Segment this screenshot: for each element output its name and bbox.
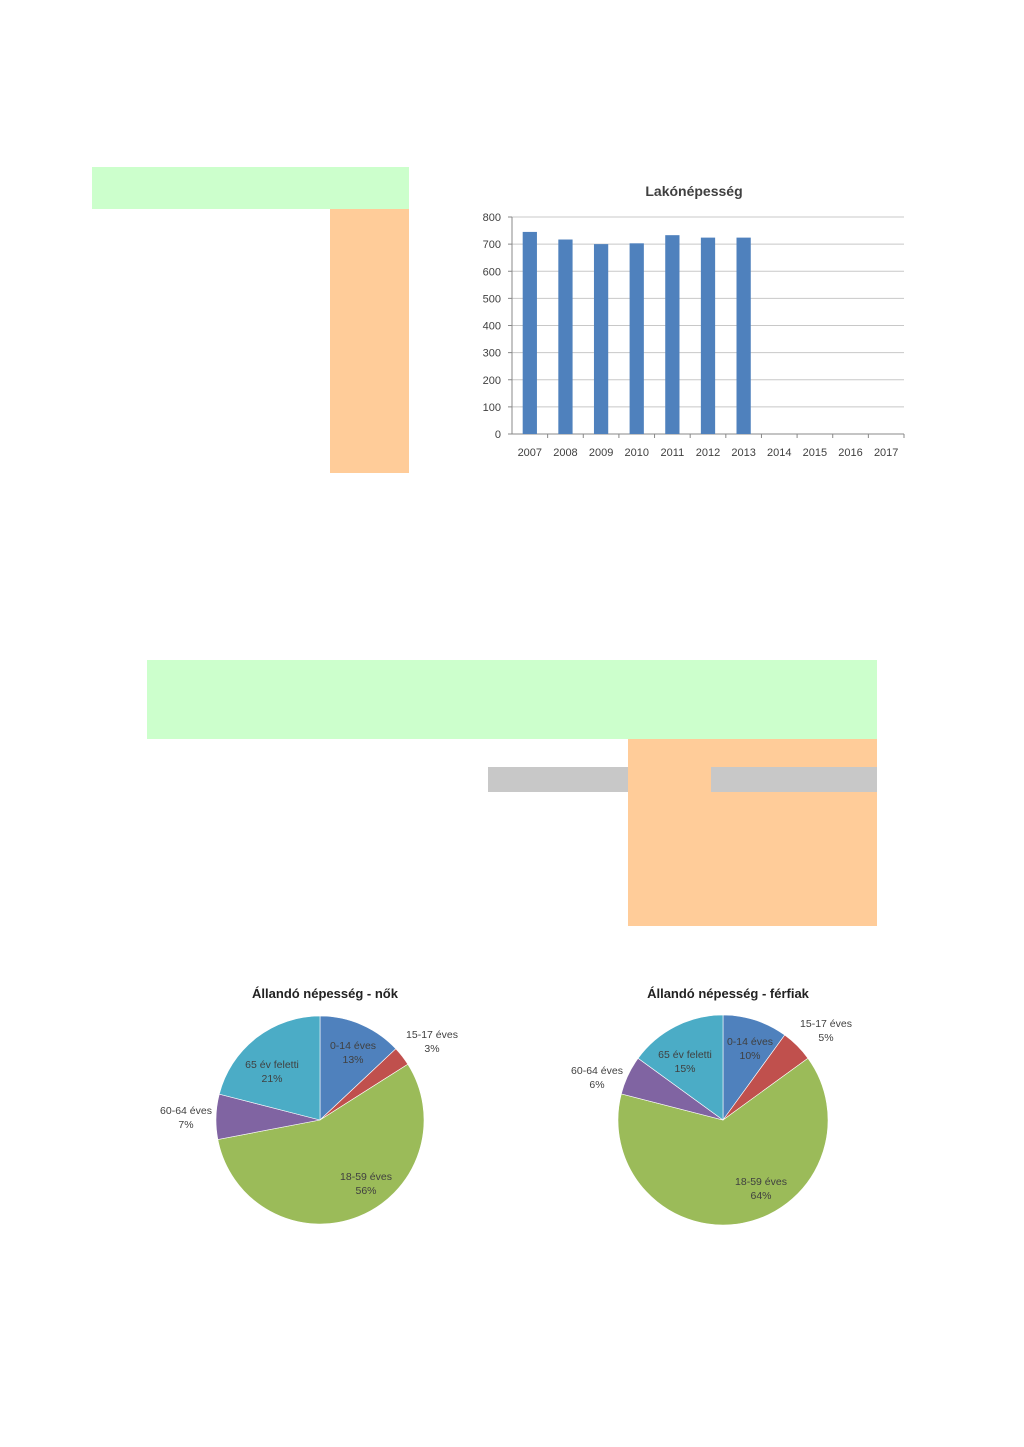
y-tick-label: 300 — [483, 348, 501, 360]
bar-chart-title: Lakónépesség — [645, 183, 742, 199]
slice-percent: 15% — [674, 1063, 695, 1075]
y-tick-label: 0 — [495, 429, 501, 441]
bar-2011 — [665, 235, 680, 434]
x-tick-label: 2008 — [553, 447, 577, 459]
pie-chart-women: Állandó népesség - nők 0-14 éves 13% 15-17… — [160, 986, 458, 1225]
pie-slice — [637, 1014, 724, 1121]
bar-2007 — [522, 231, 537, 434]
slice-label: 65 év feletti — [658, 1049, 712, 1061]
redacted-bar-left — [488, 767, 628, 792]
y-tick-label: 500 — [483, 293, 501, 305]
slice-label: 15-17 éves — [800, 1018, 852, 1030]
slice-label: 0-14 éves — [330, 1040, 376, 1052]
y-tick-label: 400 — [483, 321, 501, 333]
x-tick-label: 2010 — [624, 447, 648, 459]
pie-women-title: Állandó népesség - nők — [252, 986, 399, 1001]
x-tick-label: 2007 — [518, 447, 542, 459]
x-tick-label: 2016 — [838, 447, 862, 459]
slice-label: 18-59 éves — [340, 1171, 392, 1183]
pie-slice — [218, 1015, 321, 1121]
highlight-block-middle — [147, 660, 877, 739]
slice-percent: 13% — [342, 1054, 363, 1066]
slice-label: 65 év feletti — [245, 1059, 299, 1071]
pie-chart-men: Állandó népesség - férfiak 0-14 éves 10% 1… — [571, 986, 852, 1226]
slice-percent: 7% — [178, 1119, 193, 1131]
x-tick-label: 2012 — [696, 447, 720, 459]
pie-men-title: Állandó népesség - férfiak — [647, 986, 810, 1001]
pie-slice — [319, 1015, 397, 1121]
slice-label: 18-59 éves — [735, 1176, 787, 1188]
y-tick-label: 200 — [483, 375, 501, 387]
slice-percent: 6% — [589, 1079, 604, 1091]
x-tick-label: 2013 — [731, 447, 755, 459]
bar-2010 — [629, 243, 644, 434]
pie-slice — [617, 1057, 829, 1226]
slice-percent: 64% — [750, 1190, 771, 1202]
slice-percent: 21% — [261, 1073, 282, 1085]
x-tick-label: 2017 — [874, 447, 898, 459]
slice-percent: 5% — [818, 1032, 833, 1044]
y-tick-label: 100 — [483, 402, 501, 414]
x-tick-label: 2011 — [661, 447, 685, 459]
y-tick-label: 800 — [483, 212, 501, 224]
slice-label: 60-64 éves — [160, 1105, 212, 1117]
slice-percent: 10% — [739, 1050, 760, 1062]
y-tick-label: 600 — [483, 266, 501, 278]
bar-2009 — [593, 244, 609, 434]
y-tick-label: 700 — [483, 239, 501, 251]
pie-slice — [217, 1063, 425, 1225]
population-bar-chart: Lakónépesség 0 100 200 300 400 500 600 700 800 20… — [483, 183, 905, 459]
highlight-block-top-side — [330, 209, 409, 473]
slice-label: 0-14 éves — [727, 1036, 773, 1048]
bar-2012 — [700, 237, 716, 434]
x-tick-label: 2015 — [803, 447, 827, 459]
x-tick-label: 2014 — [767, 447, 791, 459]
x-tick-label: 2009 — [589, 447, 613, 459]
slice-percent: 3% — [424, 1043, 439, 1055]
slice-label: 15-17 éves — [406, 1029, 458, 1041]
slice-percent: 56% — [355, 1185, 376, 1197]
highlight-block-top — [92, 167, 409, 209]
bar-2013 — [736, 237, 751, 434]
slice-label: 60-64 éves — [571, 1065, 623, 1077]
bar-2008 — [558, 239, 573, 434]
redacted-bar-right — [711, 767, 877, 792]
